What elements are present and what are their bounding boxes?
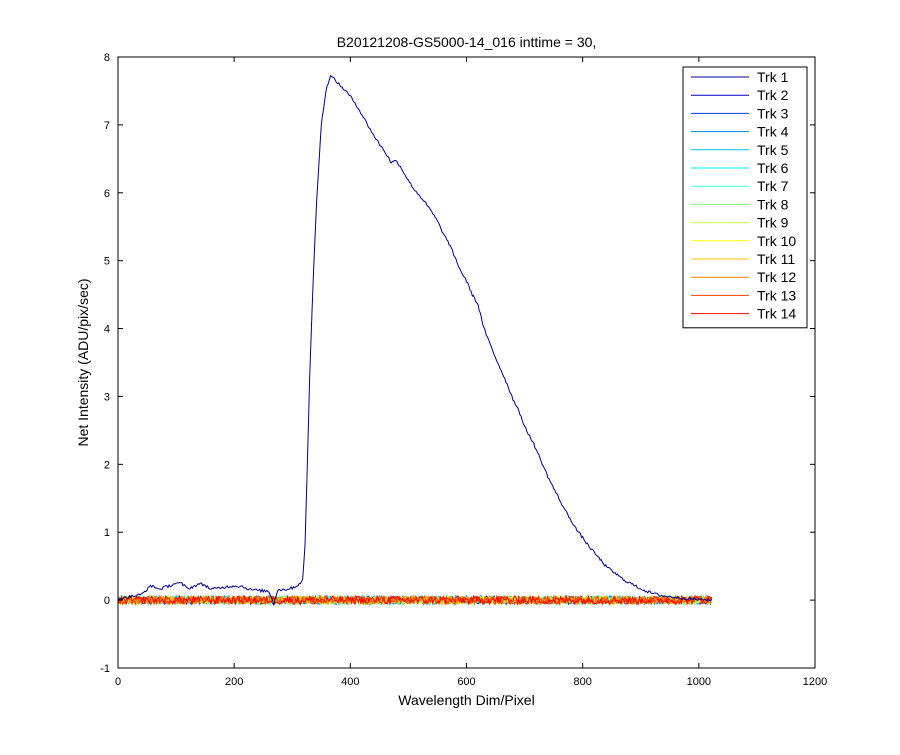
legend: Trk 1 Trk 2 Trk 3 Trk 4 Trk 5 Trk 6 Trk 7 Trk 8… bbox=[682, 66, 808, 329]
legend-label: Trk 6 bbox=[757, 160, 789, 176]
y-tick-label: 8 bbox=[104, 52, 110, 64]
legend-label: Trk 12 bbox=[757, 269, 796, 285]
legend-label: Trk 5 bbox=[757, 142, 789, 158]
y-axis-label: Net Intensity (ADU/pix/sec) bbox=[75, 278, 91, 446]
series-line-trk-1 bbox=[118, 74, 713, 607]
legend-label: Trk 8 bbox=[757, 196, 789, 212]
y-tick-label: 2 bbox=[104, 459, 110, 471]
y-tick-label: 1 bbox=[104, 527, 110, 539]
series-layer bbox=[118, 74, 713, 607]
y-tick-label: -1 bbox=[100, 663, 110, 675]
x-tick-label: 400 bbox=[341, 676, 359, 688]
x-tick-label: 1200 bbox=[803, 676, 827, 688]
x-tick-label: 200 bbox=[225, 676, 243, 688]
ticks-layer: 0 200 400 600 800 1000 1200 -1 0 1 2 3 4 5 6 7 8 bbox=[100, 52, 827, 688]
chart-title: B20121208-GS5000-14_016 inttime = 30, bbox=[337, 34, 597, 50]
legend-label: Trk 4 bbox=[757, 124, 789, 140]
x-tick-label: 800 bbox=[573, 676, 591, 688]
legend-label: Trk 11 bbox=[757, 251, 795, 267]
y-tick-label: 7 bbox=[104, 120, 110, 132]
x-tick-label: 0 bbox=[115, 676, 121, 688]
y-tick-label: 4 bbox=[104, 324, 110, 336]
legend-label: Trk 2 bbox=[757, 87, 789, 103]
legend-label: Trk 14 bbox=[757, 306, 796, 322]
legend-box bbox=[682, 66, 808, 329]
y-tick-label: 6 bbox=[104, 188, 110, 200]
legend-label: Trk 10 bbox=[757, 233, 796, 249]
x-tick-label: 600 bbox=[457, 676, 475, 688]
y-tick-label: 3 bbox=[104, 391, 110, 403]
x-tick-label: 1000 bbox=[687, 676, 711, 688]
legend-label: Trk 13 bbox=[757, 287, 796, 303]
series-line-trk-14 bbox=[118, 594, 712, 606]
x-axis-label: Wavelength Dim/Pixel bbox=[398, 692, 534, 708]
legend-label: Trk 7 bbox=[757, 178, 789, 194]
legend-label: Trk 3 bbox=[757, 105, 789, 121]
y-tick-label: 0 bbox=[104, 595, 110, 607]
legend-label: Trk 1 bbox=[757, 69, 789, 85]
legend-label: Trk 9 bbox=[757, 215, 789, 231]
y-tick-label: 5 bbox=[104, 256, 110, 268]
